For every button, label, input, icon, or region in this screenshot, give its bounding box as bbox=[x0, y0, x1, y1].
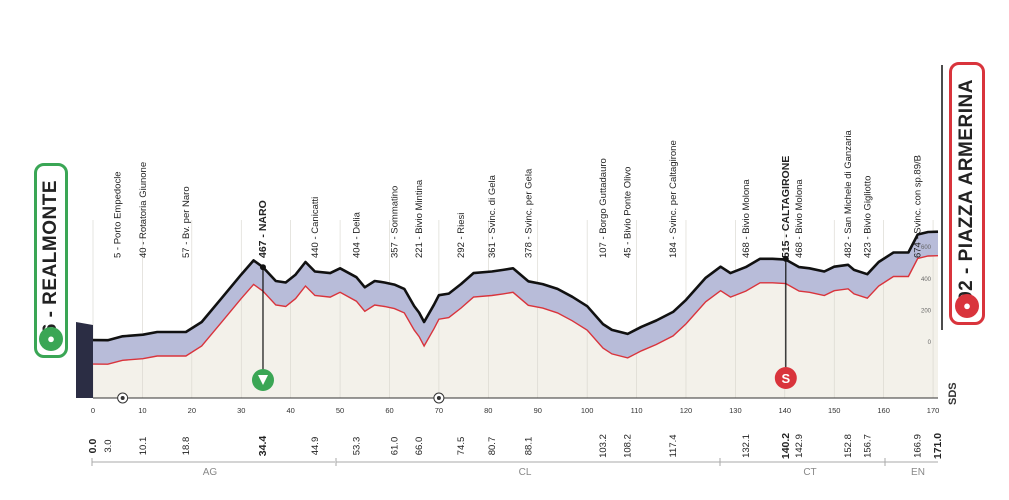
km-label: 152.8 bbox=[843, 434, 854, 458]
km-label: 53.3 bbox=[351, 437, 362, 456]
km-label: 103.2 bbox=[598, 434, 609, 458]
road-profile-line bbox=[92, 230, 939, 342]
start-label: 6 - REALMONTE bbox=[40, 180, 61, 335]
km-label: 10.1 bbox=[138, 437, 149, 456]
km-label: 18.8 bbox=[181, 437, 192, 456]
waypoint-label: 107 - Borgo Guttadauro bbox=[598, 158, 609, 258]
waypoint-label: 467 - NARO bbox=[257, 200, 269, 258]
x-tick-label: 120 bbox=[680, 406, 693, 415]
red-profile-line bbox=[92, 255, 939, 365]
waypoint-label: 482 - San Michele di Ganzaria bbox=[843, 129, 854, 258]
region-en: EN bbox=[911, 467, 925, 478]
x-tick-label: 70 bbox=[435, 406, 443, 415]
waypoint-label: 468 - Bivio Molona bbox=[794, 179, 805, 258]
x-tick-label: 80 bbox=[484, 406, 492, 415]
x-tick-label: 90 bbox=[534, 406, 542, 415]
km-label: 142.9 bbox=[794, 434, 805, 458]
waypoint-label: 361 - Svinc. di Gela bbox=[487, 174, 498, 258]
x-tick-label: 60 bbox=[385, 406, 393, 415]
y-tick-label: 0 bbox=[928, 340, 932, 346]
waypoint-label: 423 - Bivio Gigliotto bbox=[862, 176, 873, 258]
waypoint-label: 45 - Bivio Ponte Olivo bbox=[623, 167, 634, 258]
x-tick-label: 130 bbox=[729, 406, 742, 415]
finish-badge: 692 - PIAZZA ARMERINA ● bbox=[949, 62, 985, 325]
start-wedge bbox=[76, 322, 93, 398]
waypoint-label: 57 - Bv. per Naro bbox=[181, 186, 192, 258]
x-tick-label: 100 bbox=[581, 406, 594, 415]
y-tick-label: 600 bbox=[921, 245, 932, 251]
x-tick-label: 40 bbox=[286, 406, 294, 415]
region-ct: CT bbox=[803, 467, 817, 478]
km-label: 166.9 bbox=[913, 434, 924, 458]
x-tick-label: 20 bbox=[188, 406, 196, 415]
km-label: 108.2 bbox=[623, 434, 634, 458]
intermediate-dot bbox=[782, 255, 789, 262]
km-label: 117.4 bbox=[668, 434, 679, 457]
finish-label: 692 - PIAZZA ARMERINA bbox=[956, 79, 977, 313]
x-tick-label: 0 bbox=[91, 406, 95, 415]
waypoint-label: 468 - Bivio Molona bbox=[741, 179, 752, 258]
km-label: 132.1 bbox=[741, 434, 752, 458]
bike-icon: ● bbox=[955, 294, 979, 318]
waypoint-label: 221 - Bivio Mintina bbox=[414, 179, 425, 258]
x-tick-label: 110 bbox=[631, 406, 643, 415]
y-tick-label: 200 bbox=[921, 308, 932, 314]
start-badge: 6 - REALMONTE ● bbox=[34, 163, 68, 358]
x-tick-label: 150 bbox=[828, 406, 841, 415]
intermediate-sprint-marker bbox=[774, 367, 797, 389]
km-label: 156.7 bbox=[862, 434, 873, 458]
sprint-dot bbox=[259, 264, 266, 271]
km-label: 140.2 bbox=[780, 433, 792, 459]
km-label: 171.0 bbox=[932, 433, 944, 459]
km-label: 44.9 bbox=[310, 437, 321, 456]
feed-zone-dot bbox=[436, 396, 441, 400]
waypoint-label: 184 - Svinc. per Caltagirone bbox=[668, 140, 679, 258]
x-tick-label: 50 bbox=[336, 406, 344, 415]
x-tick-label: 30 bbox=[237, 406, 245, 415]
waypoint-label: 5 - Porto Empedocle bbox=[113, 171, 124, 258]
km-label: 34.4 bbox=[257, 436, 269, 457]
waypoint-label: 357 - Sommatino bbox=[389, 186, 400, 258]
brand-logo: SDS bbox=[947, 382, 959, 405]
x-tick-label: 10 bbox=[138, 406, 146, 415]
waypoint-label: 404 - Delia bbox=[351, 211, 362, 258]
km-label: 66.0 bbox=[414, 437, 425, 456]
km-label: 61.0 bbox=[389, 437, 400, 456]
km-label: 74.5 bbox=[456, 437, 467, 456]
km-label: 80.7 bbox=[487, 437, 498, 456]
waypoint-label: 292 - Riesi bbox=[456, 213, 467, 258]
waypoint-label: 674 - Svinc. con sp.89/B bbox=[913, 155, 924, 258]
feed-zone-dot bbox=[120, 396, 125, 400]
x-tick-label: 140 bbox=[779, 406, 792, 415]
x-tick-label: 160 bbox=[877, 406, 890, 415]
km-label: 3.0 bbox=[103, 439, 114, 452]
km-label: 0.0 bbox=[87, 439, 99, 454]
y-tick-label: 400 bbox=[921, 277, 932, 283]
waypoint-label: 40 - Rotatoria Giunone bbox=[138, 162, 149, 258]
waypoint-label: 378 - Svinc. per Gela bbox=[523, 168, 534, 258]
region-cl: CL bbox=[518, 467, 532, 478]
intermediate-sprint-label: S bbox=[781, 371, 790, 386]
waypoint-label: 440 - Canicatti bbox=[310, 197, 321, 258]
bike-icon: ● bbox=[39, 327, 63, 351]
sprint-triangle-icon bbox=[257, 375, 268, 385]
x-tick-label: 170 bbox=[927, 406, 940, 415]
waypoint-label: 515 - CALTAGIRONE bbox=[780, 156, 792, 258]
km-label: 88.1 bbox=[523, 437, 534, 456]
region-ag: AG bbox=[202, 467, 218, 478]
